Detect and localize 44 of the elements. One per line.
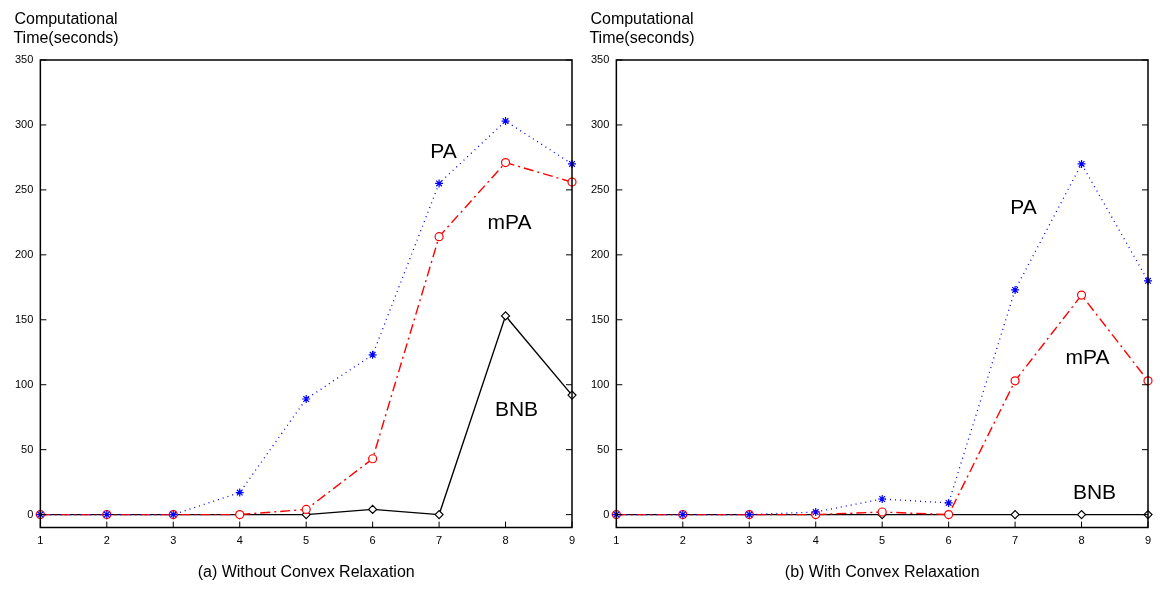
y-tick-label: 350 [590, 53, 610, 66]
y-tick-label: 100 [590, 377, 610, 390]
series-label: mPA [1065, 344, 1110, 368]
y-tick-label: 50 [21, 442, 34, 455]
x-tick-label: 9 [1144, 534, 1152, 547]
x-tick-label: 8 [502, 534, 509, 547]
x-tick-label: 3 [170, 534, 177, 547]
series-label: BNB [1072, 480, 1117, 504]
x-tick-label: 1 [37, 534, 44, 547]
x-tick-label: 1 [613, 534, 620, 547]
series-label: PA [430, 138, 457, 162]
x-tick-label: 7 [436, 534, 443, 547]
x-tick-label: 6 [945, 534, 952, 547]
y-tick-label: 300 [590, 117, 610, 130]
y-tick-label: 250 [14, 182, 34, 195]
y-tick-label: 200 [14, 247, 34, 260]
y-tick-label: 150 [590, 312, 610, 325]
x-tick-label: 9 [568, 534, 576, 547]
x-tick-label: 5 [303, 534, 310, 547]
y-tick-label: 0 [27, 507, 34, 520]
y-tick-label: 100 [14, 377, 34, 390]
x-tick-label: 5 [879, 534, 886, 547]
y-tick-label: 150 [14, 312, 34, 325]
x-tick-label: 2 [103, 534, 110, 547]
y-tick-label: 0 [603, 507, 610, 520]
y-tick-label: 250 [590, 182, 610, 195]
x-tick-label: 3 [746, 534, 753, 547]
x-axis-title: (a) Without Convex Relaxation [197, 562, 415, 580]
series-label: mPA [487, 210, 532, 234]
x-tick-label: 2 [679, 534, 686, 547]
x-tick-label: 4 [236, 534, 243, 547]
x-tick-label: 7 [1012, 534, 1019, 547]
x-tick-label: 8 [1078, 534, 1085, 547]
series-label: BNB [494, 396, 539, 420]
y-tick-label: 350 [14, 53, 34, 66]
y-tick-label: 300 [14, 117, 34, 130]
x-axis-title: (b) With Convex Relaxation [784, 562, 980, 580]
x-tick-label: 4 [812, 534, 819, 547]
x-tick-label: 6 [369, 534, 376, 547]
y-tick-label: 200 [590, 247, 610, 260]
y-axis-title: Computational Time(seconds) [589, 10, 695, 47]
y-tick-label: 50 [597, 442, 610, 455]
y-axis-title: Computational Time(seconds) [13, 10, 119, 47]
series-label: PA [1010, 194, 1037, 218]
